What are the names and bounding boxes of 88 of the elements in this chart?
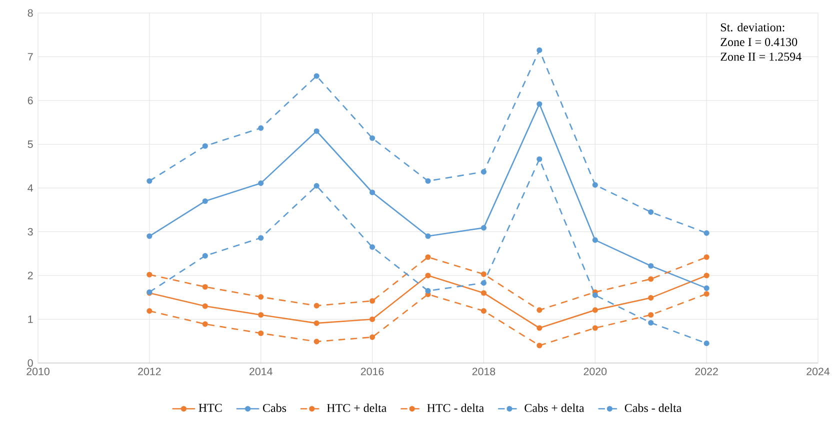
point bbox=[704, 254, 710, 260]
point bbox=[202, 198, 208, 204]
point bbox=[592, 182, 598, 188]
point bbox=[536, 325, 542, 331]
point bbox=[704, 291, 710, 297]
point bbox=[258, 125, 264, 131]
point bbox=[592, 237, 598, 243]
point bbox=[314, 320, 320, 326]
legend-label: HTC bbox=[198, 404, 222, 412]
y-tick-label: 8 bbox=[28, 9, 33, 17]
annotation: Zone I = 0.4130 bbox=[720, 38, 798, 46]
point bbox=[536, 101, 542, 107]
y-tick-label: 6 bbox=[28, 96, 33, 104]
point bbox=[146, 233, 152, 239]
x-tick-label: 2024 bbox=[806, 368, 830, 376]
point bbox=[369, 316, 376, 322]
point bbox=[480, 225, 487, 231]
point bbox=[704, 272, 710, 278]
point bbox=[146, 272, 152, 278]
point bbox=[314, 302, 320, 308]
point bbox=[704, 230, 710, 236]
y-tick-label: 4 bbox=[28, 184, 33, 192]
x-tick-label: 2014 bbox=[250, 368, 272, 376]
legend-label: Cabs - delta bbox=[624, 404, 682, 412]
y-tick-label: 1 bbox=[28, 316, 33, 323]
y-tick-label: 7 bbox=[28, 53, 33, 60]
y-tick-label: 5 bbox=[28, 140, 33, 148]
x-tick-label: 2020 bbox=[584, 368, 607, 376]
point bbox=[146, 308, 152, 314]
legend-label: HTC + delta bbox=[326, 404, 387, 412]
x-tick-label: 2018 bbox=[472, 368, 496, 376]
x-tick-label: 2022 bbox=[695, 368, 718, 376]
point bbox=[536, 47, 542, 53]
annotation: Zone II = 1.2594 bbox=[720, 52, 802, 61]
point bbox=[648, 320, 654, 326]
point bbox=[648, 276, 654, 282]
point bbox=[202, 143, 208, 149]
point bbox=[258, 235, 264, 241]
point bbox=[425, 272, 431, 278]
point bbox=[314, 73, 320, 79]
point bbox=[536, 156, 542, 162]
point bbox=[648, 263, 654, 269]
x-tick-label: 2012 bbox=[138, 368, 161, 376]
point bbox=[314, 338, 320, 344]
annotation: St. deviation: bbox=[720, 22, 784, 32]
point bbox=[592, 292, 598, 298]
legend-label: Cabs + delta bbox=[524, 404, 584, 412]
point bbox=[425, 233, 431, 239]
point bbox=[146, 178, 152, 184]
point bbox=[202, 284, 208, 290]
point bbox=[202, 303, 208, 309]
point bbox=[369, 190, 376, 196]
point bbox=[258, 180, 264, 186]
point bbox=[648, 295, 654, 301]
legend-label: HTC - delta bbox=[427, 404, 484, 412]
point bbox=[480, 308, 487, 314]
point bbox=[592, 325, 598, 331]
point bbox=[648, 312, 654, 318]
point bbox=[258, 312, 264, 318]
point bbox=[536, 342, 542, 348]
x-tick-label: 2010 bbox=[26, 368, 50, 376]
legend-label: Cabs bbox=[263, 404, 286, 412]
point bbox=[704, 285, 710, 291]
y-tick-label: 0 bbox=[28, 359, 33, 367]
point bbox=[369, 244, 376, 250]
point bbox=[425, 178, 431, 184]
y-tick-label: 3 bbox=[28, 228, 33, 236]
point bbox=[369, 135, 376, 141]
x-tick-label: 2016 bbox=[360, 368, 384, 376]
point bbox=[258, 330, 264, 336]
point bbox=[314, 183, 320, 189]
point bbox=[202, 253, 208, 259]
point bbox=[480, 280, 487, 286]
point bbox=[480, 169, 487, 175]
point bbox=[592, 307, 598, 313]
point bbox=[425, 254, 431, 260]
point bbox=[536, 307, 542, 313]
point bbox=[369, 298, 376, 304]
point bbox=[369, 334, 376, 340]
point bbox=[704, 340, 710, 346]
point bbox=[648, 209, 654, 215]
point bbox=[480, 290, 487, 296]
point bbox=[480, 271, 487, 277]
point bbox=[314, 128, 320, 134]
point bbox=[258, 294, 264, 300]
y-tick-label: 2 bbox=[28, 272, 33, 280]
point bbox=[202, 321, 208, 327]
point bbox=[425, 288, 431, 294]
